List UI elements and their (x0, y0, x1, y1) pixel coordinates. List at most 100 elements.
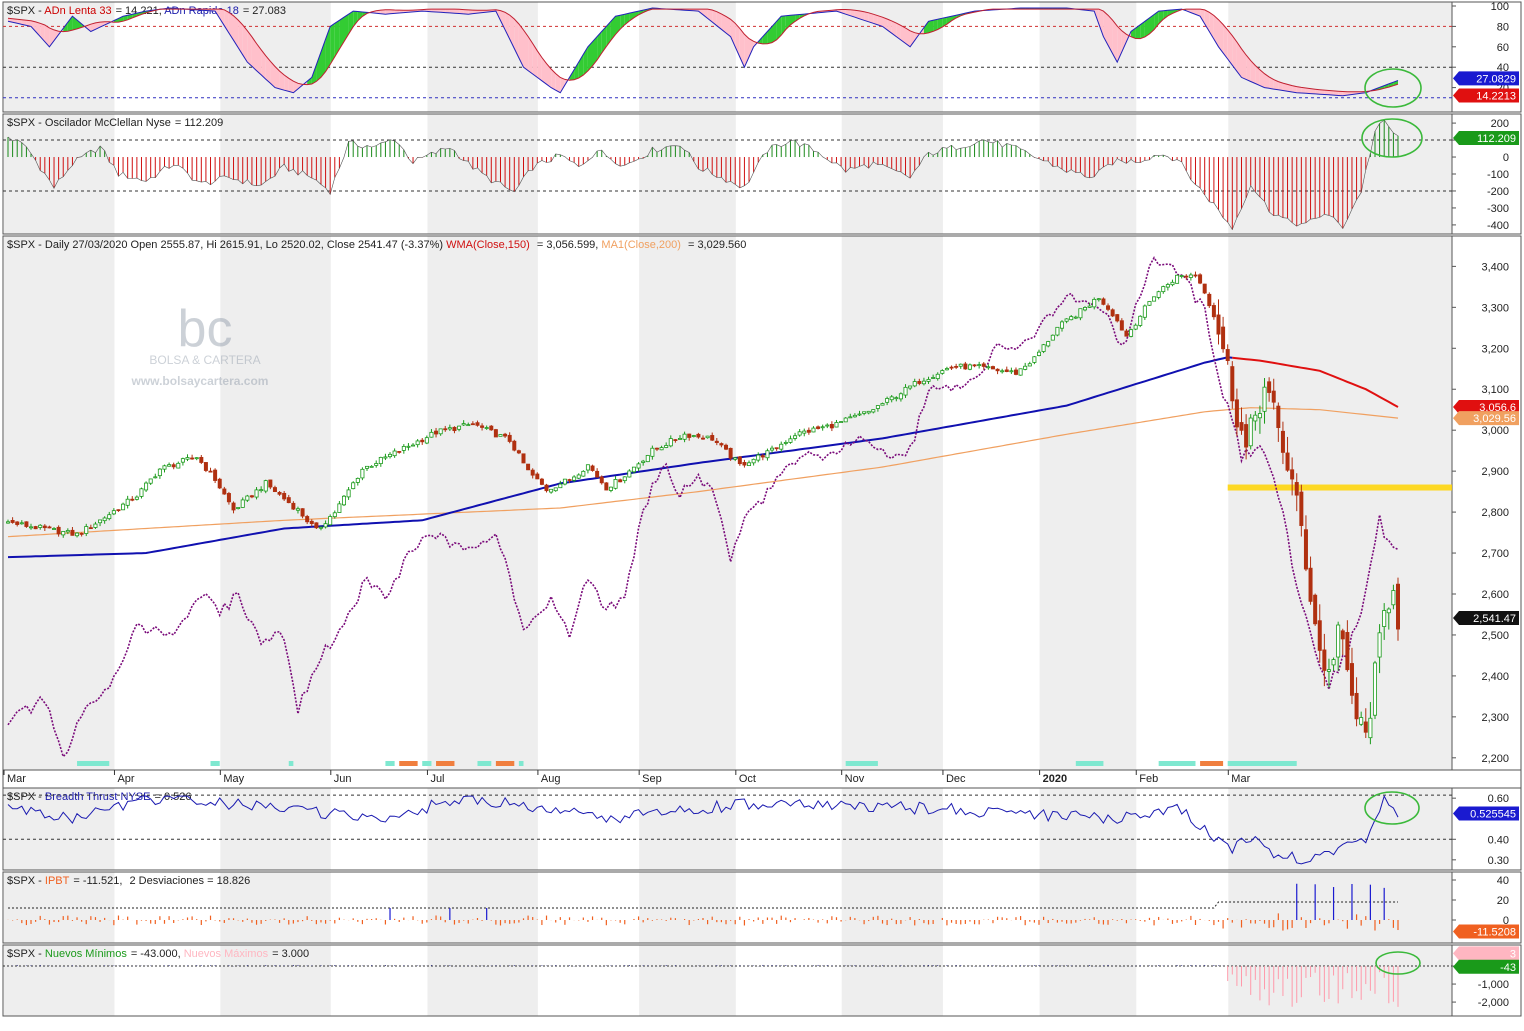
candle-body (329, 517, 332, 525)
candle-body (1309, 568, 1312, 601)
header-series-value: = 3,029.560 (685, 239, 746, 251)
header-series-value: = 0.526 (154, 791, 191, 803)
candle-body (614, 479, 617, 488)
candle-body (135, 497, 138, 499)
candle-body (85, 527, 88, 534)
candle-body (1111, 310, 1114, 316)
candle-body (987, 367, 990, 368)
candle-body (66, 530, 69, 531)
candle-body (513, 441, 516, 450)
candle-body (540, 479, 543, 484)
support-zone (1228, 485, 1452, 491)
candle-body (98, 520, 101, 523)
candle-body (651, 448, 654, 456)
y-tick-label: 100 (1491, 1, 1509, 13)
candle-body (1125, 331, 1128, 336)
candle-body (1051, 335, 1054, 340)
adn-fill-segment (335, 20, 340, 56)
candle-body (839, 422, 842, 423)
candle-body (1254, 415, 1257, 421)
candle-body (724, 445, 727, 449)
candle-body (1203, 284, 1206, 293)
candle-body (1060, 322, 1063, 328)
x-month-label: Dec (946, 773, 966, 785)
candle-body (296, 509, 299, 511)
candle-body (642, 461, 645, 462)
candle-body (1019, 369, 1022, 375)
candle-body (784, 442, 787, 443)
candle-body (1047, 342, 1050, 346)
candle-body (803, 431, 806, 433)
candle-body (895, 398, 898, 399)
candle-body (112, 511, 115, 514)
candle-body (669, 439, 672, 446)
candle-body (1189, 275, 1192, 278)
candle-body (1245, 425, 1248, 448)
signal-band (496, 761, 514, 766)
candle-body (158, 469, 161, 476)
month-shade-band (1040, 2, 1137, 112)
candle-body (411, 445, 414, 446)
candle-body (1106, 306, 1109, 310)
candle-body (770, 448, 773, 450)
candle-body (720, 444, 723, 445)
candle-body (1263, 387, 1266, 411)
month-shade-band (1040, 788, 1137, 870)
candle-body (1042, 345, 1045, 352)
x-month-label: Nov (845, 773, 865, 785)
candle-body (701, 438, 704, 439)
candle-body (356, 478, 359, 482)
candle-body (89, 528, 92, 529)
candle-body (573, 477, 576, 480)
pane-header: $SPX - Oscilador McClellan Nyse= 112.209 (7, 117, 223, 129)
candle-body (71, 530, 74, 535)
candle-body (126, 499, 129, 505)
header-series-value: = 27.083 (243, 5, 286, 17)
y-tick-label: 2,200 (1481, 753, 1509, 765)
candle-body (1134, 325, 1137, 329)
candle-body (1129, 330, 1132, 337)
candle-body (499, 435, 502, 437)
candle-body (757, 455, 760, 460)
candle-body (536, 474, 539, 479)
candle-body (430, 432, 433, 437)
candle-body (550, 489, 553, 492)
candle-body (1378, 633, 1381, 657)
candle-body (260, 490, 263, 491)
candle-body (6, 522, 9, 523)
month-shade-band (639, 788, 736, 870)
candle-body (761, 456, 764, 457)
candle-body (996, 369, 999, 371)
candle-body (1212, 305, 1215, 316)
candle-body (1079, 309, 1082, 318)
month-shade-band (1040, 114, 1137, 234)
month-shade-band (220, 236, 330, 770)
x-month-label: Jul (430, 773, 444, 785)
candle-body (117, 510, 120, 511)
candle-body (955, 366, 958, 367)
candle-body (1392, 591, 1395, 605)
candle-body (347, 490, 350, 497)
candle-body (1396, 584, 1399, 629)
y-tick-label: 20 (1497, 895, 1509, 907)
y-tick-label: 2,300 (1481, 712, 1509, 724)
candle-body (200, 457, 203, 462)
x-month-label: Jun (334, 773, 352, 785)
candle-body (1148, 301, 1151, 305)
y-tick-label: 3,300 (1481, 302, 1509, 314)
candle-body (780, 444, 783, 449)
candle-body (844, 418, 847, 422)
candle-body (177, 463, 180, 468)
month-shade-band (639, 945, 736, 1016)
signal-band (289, 761, 294, 766)
candle-body (1102, 299, 1105, 304)
candle-body (1295, 482, 1298, 495)
header-symbol: $SPX - Daily 27/03/2020 Open 2555.87, Hi… (7, 239, 446, 251)
header-series-name: ADn Lenta 33 (44, 5, 111, 17)
candle-body (1162, 287, 1165, 292)
signal-band (399, 761, 417, 766)
x-month-label: May (223, 773, 244, 785)
candle-body (545, 485, 548, 491)
candle-body (554, 488, 557, 491)
y-tick-label: 3,000 (1481, 425, 1509, 437)
